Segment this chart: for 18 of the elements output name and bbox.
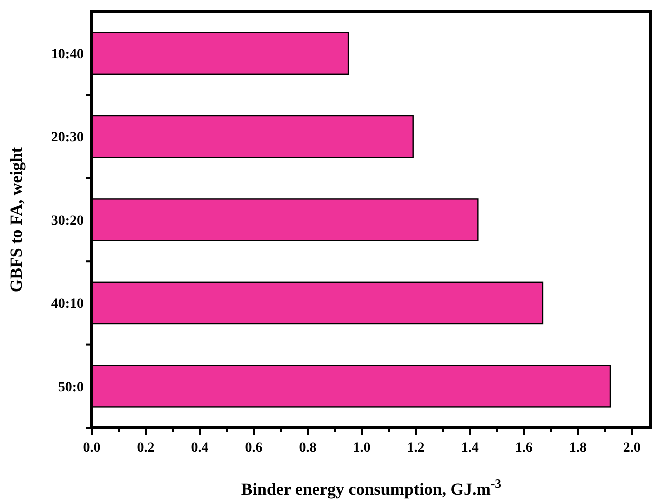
- x-tick-label: 1.6: [515, 441, 533, 456]
- x-tick-label: 1.4: [461, 441, 479, 456]
- x-tick-label: 0.0: [83, 441, 101, 456]
- y-tick-label: 10:40: [51, 48, 84, 62]
- y-tick-label: 40:10: [51, 297, 84, 312]
- x-tick-label: 2.0: [623, 441, 641, 456]
- x-tick-label: 0.8: [299, 441, 317, 456]
- x-tick-label: 1.8: [569, 441, 587, 456]
- x-tick-label: 0.2: [137, 441, 155, 456]
- y-axis-title: GBFS to FA, weight: [7, 147, 26, 293]
- x-tick-label: 1.0: [353, 441, 371, 456]
- y-tick-label: 30:20: [51, 214, 84, 229]
- x-tick-label: 0.6: [245, 441, 263, 456]
- y-tick-label: 50:0: [58, 380, 84, 396]
- y-tick-label: 20:30: [51, 130, 84, 146]
- x-tick-label: 0.4: [191, 441, 209, 456]
- x-tick-label: 1.2: [407, 441, 425, 456]
- x-axis-title: Binder energy consumption, GJ.m$^{-3}$: [241, 477, 502, 499]
